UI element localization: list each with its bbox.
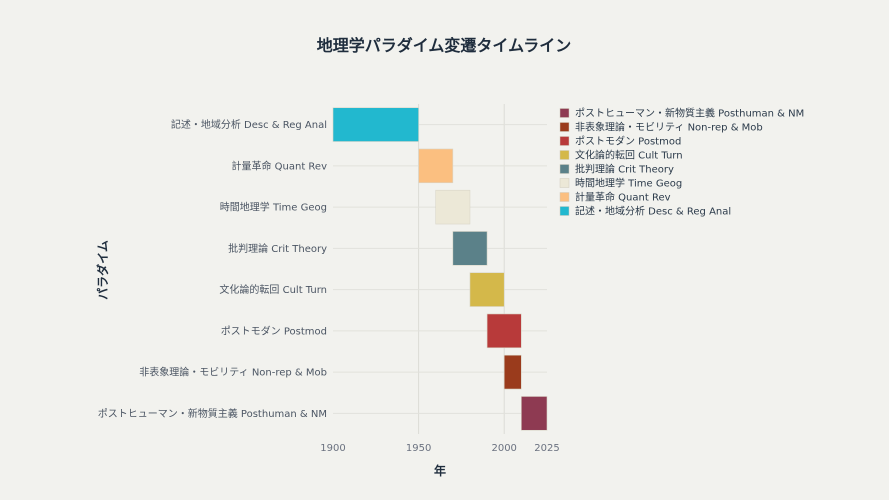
legend-label: 非表象理論・モビリティ Non-rep & Mob [575,121,763,134]
legend-swatch [559,136,570,146]
bar[interactable] [503,354,522,390]
legend-swatch [559,108,570,118]
x-tick-label: 1900 [320,443,345,454]
legend-swatch [559,150,570,160]
bar[interactable] [486,313,522,349]
bar[interactable] [521,396,548,431]
category-label: 文化論的転回 Cult Turn [219,283,327,296]
legend-swatch [559,164,570,174]
legend: ポストヒューマン・新物質主義 Posthuman & NM非表象理論・モビリティ… [559,107,804,218]
x-tick-label: 1950 [406,443,431,454]
y-axis-title: パラダイム [95,240,110,300]
legend-label: 時間地理学 Time Geog [575,177,682,190]
x-tick-label: 2000 [491,443,516,454]
bar[interactable] [469,272,505,307]
legend-item[interactable]: 非表象理論・モビリティ Non-rep & Mob [559,121,763,134]
bar[interactable] [332,107,419,142]
legend-item[interactable]: 文化論的転回 Cult Turn [559,149,683,162]
category-label: 計量革命 Quant Rev [231,159,327,172]
legend-label: 文化論的転回 Cult Turn [575,149,683,162]
bar[interactable] [435,189,471,225]
legend-item[interactable]: ポストヒューマン・新物質主義 Posthuman & NM [559,107,804,120]
category-label: 非表象理論・モビリティ Non-rep & Mob [139,366,327,379]
bar[interactable] [452,231,488,266]
legend-label: 記述・地域分析 Desc & Reg Anal [575,205,731,218]
legend-label: ポストヒューマン・新物質主義 Posthuman & NM [575,107,804,120]
category-label: 記述・地域分析 Desc & Reg Anal [171,118,327,131]
category-label: 時間地理学 Time Geog [220,201,327,214]
legend-swatch [559,122,570,132]
legend-swatch [559,192,570,202]
legend-item[interactable]: 記述・地域分析 Desc & Reg Anal [559,205,731,218]
x-tick-label: 2025 [534,443,559,454]
legend-label: 計量革命 Quant Rev [575,191,671,204]
legend-item[interactable]: 批判理論 Crit Theory [559,163,674,176]
legend-label: 批判理論 Crit Theory [575,163,674,176]
category-label: 批判理論 Crit Theory [228,242,327,255]
legend-swatch [559,178,570,188]
bar[interactable] [418,148,454,184]
category-label: ポストモダン Postmod [221,324,327,337]
chart-title: 地理学パラダイム変遷タイムライン [317,36,572,55]
legend-item[interactable]: ポストモダン Postmod [559,135,681,148]
legend-label: ポストモダン Postmod [575,135,681,148]
legend-item[interactable]: 時間地理学 Time Geog [559,177,682,190]
category-label: ポストヒューマン・新物質主義 Posthuman & NM [98,407,327,420]
bars [332,107,548,431]
x-axis-title: 年 [434,463,446,478]
legend-item[interactable]: 計量革命 Quant Rev [559,191,671,204]
x-tick-labels: 1900 1950 2000 2025 [320,443,559,454]
category-labels: 記述・地域分析 Desc & Reg Anal 計量革命 Quant Rev 時間地… [98,118,327,420]
legend-swatch [559,206,570,216]
